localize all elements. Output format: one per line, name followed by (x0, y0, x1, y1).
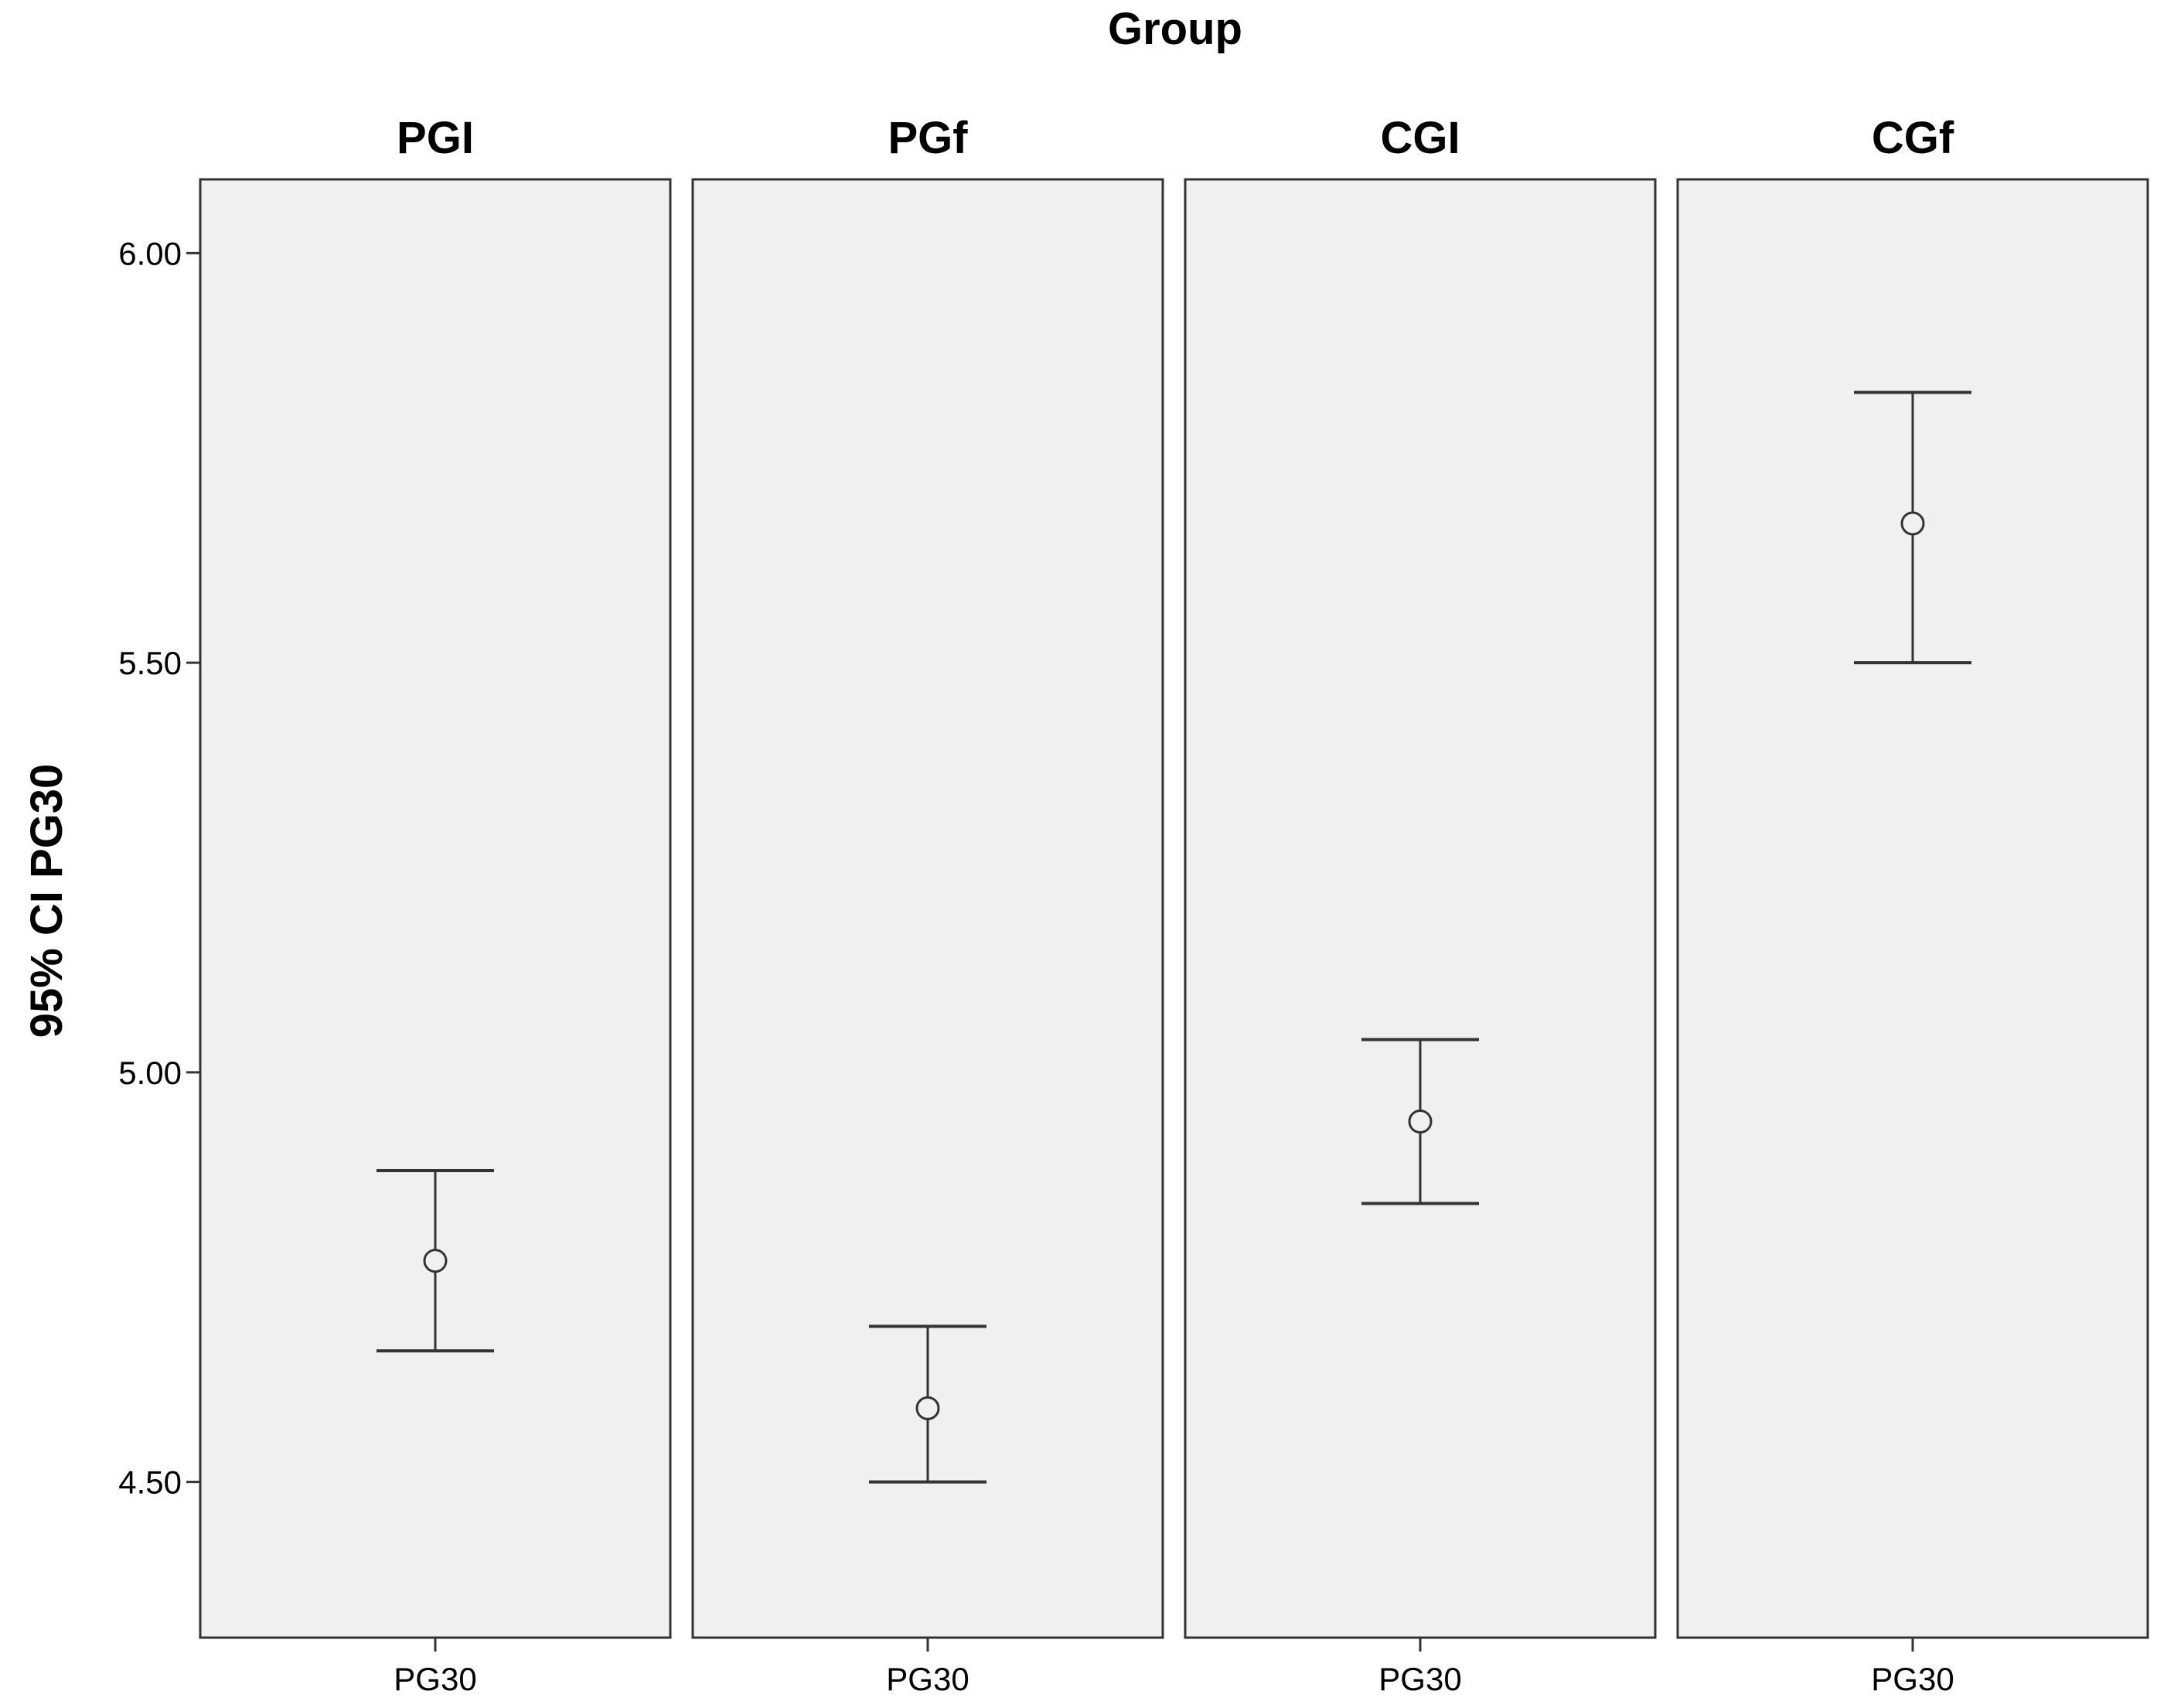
panel-pgf: PGf PG30 (691, 113, 1164, 1697)
panels: PGI PG30 PGf PG30 CGI PG30 CGf PG30 (199, 113, 2149, 1697)
panel-title: CGI (1380, 113, 1460, 163)
mean-point (915, 1396, 940, 1420)
y-tick-label: 5.50 (118, 645, 182, 681)
y-axis: 4.50 5.00 5.50 6.00 (118, 235, 200, 1501)
panel-cgf: CGf PG30 (1676, 113, 2149, 1697)
mean-point (1408, 1109, 1433, 1134)
y-axis-label: 95% CI PG30 (22, 764, 72, 1038)
x-tick-label: PG30 (1871, 1661, 1954, 1697)
panel-title: PGI (397, 113, 474, 163)
facet-title: Group (1108, 4, 1242, 54)
y-tick-label: 5.00 (118, 1055, 182, 1091)
panel-title: PGf (888, 113, 968, 163)
panel-frame (199, 178, 672, 1639)
x-tick-label: PG30 (886, 1661, 969, 1697)
mean-point (1900, 511, 1925, 536)
x-tick-label: PG30 (1378, 1661, 1461, 1697)
panel-pgi: PGI PG30 (199, 113, 672, 1697)
x-tick-label: PG30 (394, 1661, 476, 1697)
y-tick-label: 4.50 (118, 1464, 182, 1501)
panel-title: CGf (1872, 113, 1954, 163)
panel-cgi: CGI PG30 (1184, 113, 1657, 1697)
panel-frame (1184, 178, 1657, 1639)
y-tick-label: 6.00 (118, 235, 182, 271)
mean-point (423, 1249, 448, 1273)
